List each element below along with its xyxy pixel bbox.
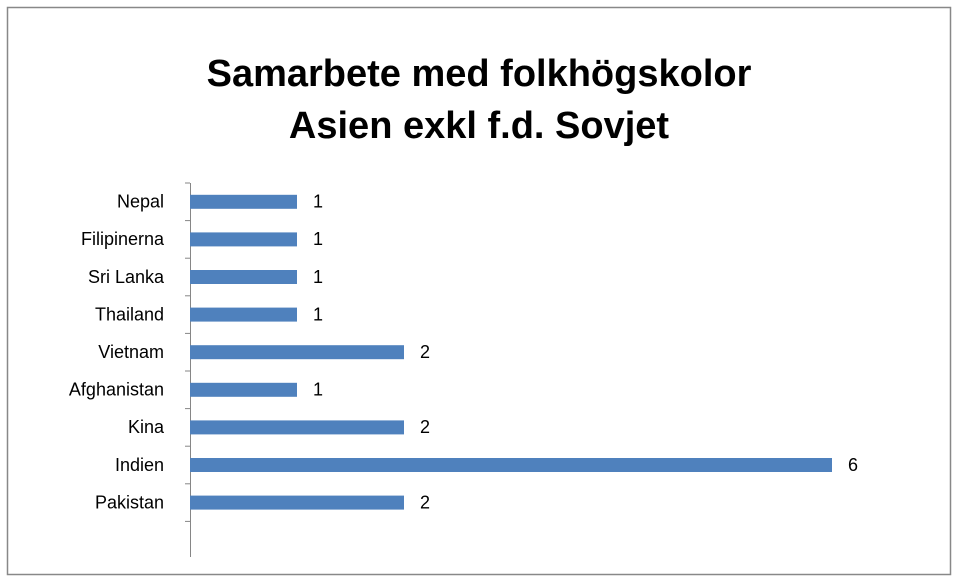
y-tick-label: Vietnam <box>98 342 164 362</box>
data-label: 1 <box>313 192 323 212</box>
bar <box>190 270 297 284</box>
y-tick-label: Nepal <box>117 192 164 212</box>
chart-title: Samarbete med folkhögskolor <box>207 53 752 95</box>
bar <box>190 345 404 360</box>
data-label: 2 <box>420 492 430 512</box>
y-tick-label: Sri Lanka <box>88 267 165 287</box>
y-tick-label: Kina <box>128 417 165 437</box>
chart-border <box>6 6 952 576</box>
data-label: 1 <box>313 229 323 249</box>
y-tick-label: Filipinerna <box>81 229 165 249</box>
y-tick-label: Pakistan <box>95 492 164 512</box>
y-tick-label: Indien <box>115 455 164 475</box>
data-label: 1 <box>313 304 323 324</box>
bar <box>190 232 297 247</box>
chart-title: Asien exkl f.d. Sovjet <box>289 105 669 147</box>
bar <box>190 420 404 435</box>
data-label: 1 <box>313 267 323 287</box>
bar <box>190 194 297 209</box>
data-label: 6 <box>848 455 858 475</box>
data-label: 1 <box>313 380 323 400</box>
bar <box>190 307 297 322</box>
y-tick-label: Afghanistan <box>69 380 164 400</box>
bar <box>190 458 832 472</box>
bar <box>190 382 297 397</box>
bar <box>190 495 404 510</box>
y-tick-label: Thailand <box>95 304 164 324</box>
data-label: 2 <box>420 342 430 362</box>
data-label: 2 <box>420 417 430 437</box>
